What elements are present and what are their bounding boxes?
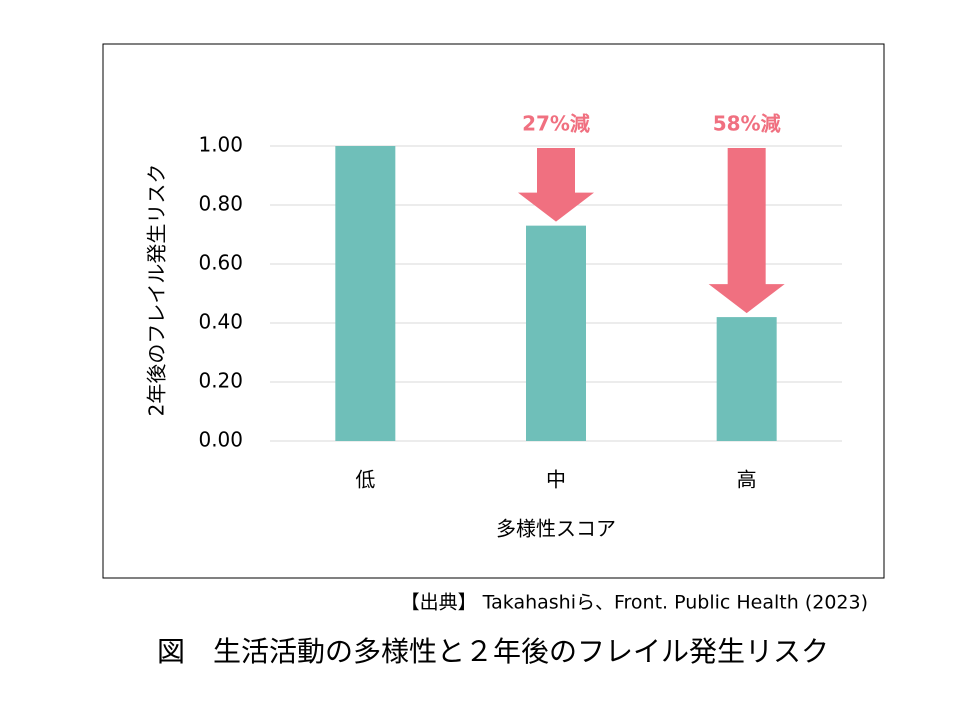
y-axis-label: 2年後のフレイル発生リスク xyxy=(145,164,169,417)
x-tick-label: 高 xyxy=(737,468,757,492)
y-tick-label: 0.60 xyxy=(198,251,243,275)
y-tick-label: 0.80 xyxy=(198,192,243,216)
y-tick-label: 1.00 xyxy=(198,133,243,157)
annotation: 58%減 xyxy=(713,112,781,136)
x-axis-label: 多様性スコア xyxy=(496,517,616,541)
source: 【出典】 Takahashiら、Front. Public Health (20… xyxy=(401,592,868,614)
x-tick-label: 中 xyxy=(546,468,566,492)
reduction-arrow xyxy=(518,148,594,222)
y-tick-label: 0.00 xyxy=(198,428,243,452)
bar xyxy=(716,317,777,441)
chart-frame xyxy=(102,43,885,579)
caption: 図 生活活動の多様性と２年後のフレイル発生リスク xyxy=(157,635,829,668)
bar xyxy=(526,225,586,441)
x-tick-label: 低 xyxy=(355,468,375,492)
y-tick-label: 0.20 xyxy=(198,369,243,393)
annotation: 27%減 xyxy=(522,112,590,136)
y-tick-label: 0.40 xyxy=(198,310,243,334)
reduction-arrow xyxy=(708,148,785,314)
bar xyxy=(335,146,396,441)
